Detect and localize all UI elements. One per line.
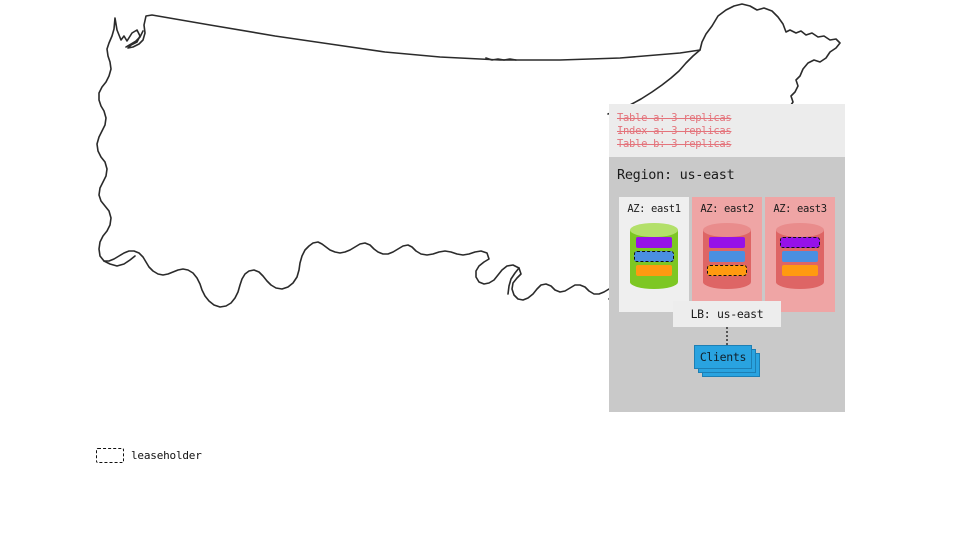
cylinder-cap <box>703 223 751 237</box>
legend: leaseholder <box>96 448 202 463</box>
az-label-east1: AZ: east1 <box>627 203 681 215</box>
az-label-east3: AZ: east3 <box>773 203 827 215</box>
replica-line-table-a: Table a: 3 replicas <box>617 112 732 124</box>
node-cylinder-east2[interactable] <box>703 223 751 289</box>
range-index-a-east2[interactable] <box>709 251 745 262</box>
clients-card-front[interactable]: Clients <box>694 345 752 369</box>
az-label-east2: AZ: east2 <box>700 203 754 215</box>
node-cylinder-east1[interactable] <box>630 223 678 289</box>
region-panel-us-east: Region: us-east AZ: east1 AZ: <box>609 157 845 412</box>
load-balancer-box[interactable]: LB: us-east <box>673 301 781 327</box>
range-list-east1 <box>634 237 674 276</box>
load-balancer-label: LB: us-east <box>690 307 764 321</box>
az-box-east2[interactable]: AZ: east2 <box>692 197 762 312</box>
cylinder-cap <box>776 223 824 237</box>
az-box-east1[interactable]: AZ: east1 <box>619 197 689 312</box>
replica-line-table-b: Table b: 3 replicas <box>617 138 732 150</box>
range-list-east3 <box>780 237 820 276</box>
range-table-a-east1[interactable] <box>636 237 672 248</box>
cylinder-cap <box>630 223 678 237</box>
leaseholder-swatch-icon <box>96 448 124 463</box>
range-index-a-east1[interactable] <box>634 251 674 262</box>
az-box-east3[interactable]: AZ: east3 <box>765 197 835 312</box>
availability-zone-row: AZ: east1 AZ: east2 <box>619 197 835 312</box>
clients-stack[interactable]: Clients <box>694 345 760 377</box>
legend-label: leaseholder <box>131 449 202 462</box>
node-cylinder-east3[interactable] <box>776 223 824 289</box>
range-table-b-east2[interactable] <box>707 265 747 276</box>
replica-status-banner: Table a: 3 replicas Index a: 3 replicas … <box>609 104 845 157</box>
clients-label: Clients <box>699 350 747 364</box>
range-table-a-east2[interactable] <box>709 237 745 248</box>
range-table-a-east3[interactable] <box>780 237 820 248</box>
range-table-b-east1[interactable] <box>636 265 672 276</box>
range-index-a-east3[interactable] <box>782 251 818 262</box>
lb-clients-connector <box>726 327 728 345</box>
range-list-east2 <box>707 237 747 276</box>
range-table-b-east3[interactable] <box>782 265 818 276</box>
region-title: Region: us-east <box>617 167 735 183</box>
replica-line-index-a: Index a: 3 replicas <box>617 125 732 137</box>
